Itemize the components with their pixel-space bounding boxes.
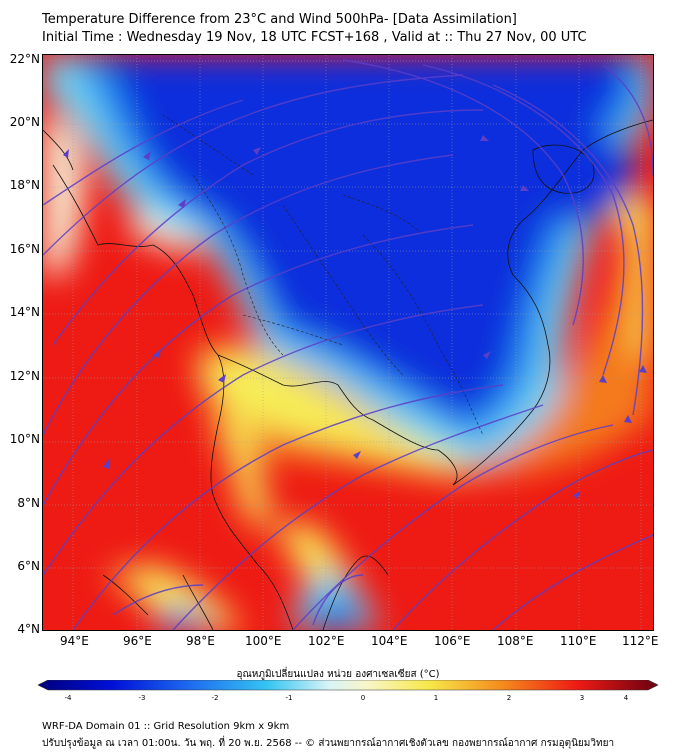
lon-label-104e: 104°E xyxy=(371,634,408,648)
colorbar-title: อุณหภูมิเปลี่ยนแปลง หน่วย องศาเซลเซียส (… xyxy=(236,669,440,680)
lat-label-8n: 8°N xyxy=(17,496,40,510)
lon-label-108e: 108°E xyxy=(497,634,534,648)
colorbar-tick: 4 xyxy=(623,694,629,702)
lon-label-96e: 96°E xyxy=(123,634,152,648)
lon-label-98e: 98°E xyxy=(186,634,215,648)
colorbar xyxy=(38,680,658,691)
colorbar-tick: 2 xyxy=(506,694,512,702)
lat-label-4n: 4°N xyxy=(17,622,40,636)
lat-label-22n: 22°N xyxy=(9,52,40,66)
lon-label-100e: 100°E xyxy=(245,634,282,648)
lat-label-14n: 14°N xyxy=(9,305,40,319)
colorbar-tick: -4 xyxy=(64,694,72,702)
wind-arrowheads xyxy=(63,135,647,499)
map-panel[interactable] xyxy=(42,54,654,631)
lon-label-112e: 112°E xyxy=(622,634,659,648)
lon-label-106e: 106°E xyxy=(434,634,471,648)
lat-label-12n: 12°N xyxy=(9,369,40,383)
borders xyxy=(162,114,484,436)
lat-label-16n: 16°N xyxy=(9,242,40,256)
map-subtitle: Initial Time : Wednesday 19 Nov, 18 UTC … xyxy=(42,30,587,45)
colorbar-tick: -2 xyxy=(211,694,219,702)
map-title: Temperature Difference from 23°C and Win… xyxy=(42,12,517,27)
colorbar-tick: 3 xyxy=(579,694,585,702)
colorbar-tick: -1 xyxy=(285,694,293,702)
lat-label-10n: 10°N xyxy=(9,432,40,446)
lat-label-20n: 20°N xyxy=(9,115,40,129)
wind-streamlines xyxy=(43,59,653,630)
footer-credit: ปรับปรุงข้อมูล ณ เวลา 01:00น. วัน พฤ. ที… xyxy=(42,738,615,749)
lat-label-6n: 6°N xyxy=(17,559,40,573)
colorbar-tick: 0 xyxy=(360,694,366,702)
temperature-wind-map xyxy=(43,55,653,630)
coastlines xyxy=(43,119,653,630)
colorbar-tick: 1 xyxy=(433,694,439,702)
lon-label-110e: 110°E xyxy=(560,634,597,648)
lat-label-18n: 18°N xyxy=(9,178,40,192)
footer-domain-info: WRF-DA Domain 01 :: Grid Resolution 9km … xyxy=(42,721,290,732)
lon-label-102e: 102°E xyxy=(308,634,345,648)
colorbar-tick: -3 xyxy=(138,694,146,702)
lon-label-94e: 94°E xyxy=(60,634,89,648)
